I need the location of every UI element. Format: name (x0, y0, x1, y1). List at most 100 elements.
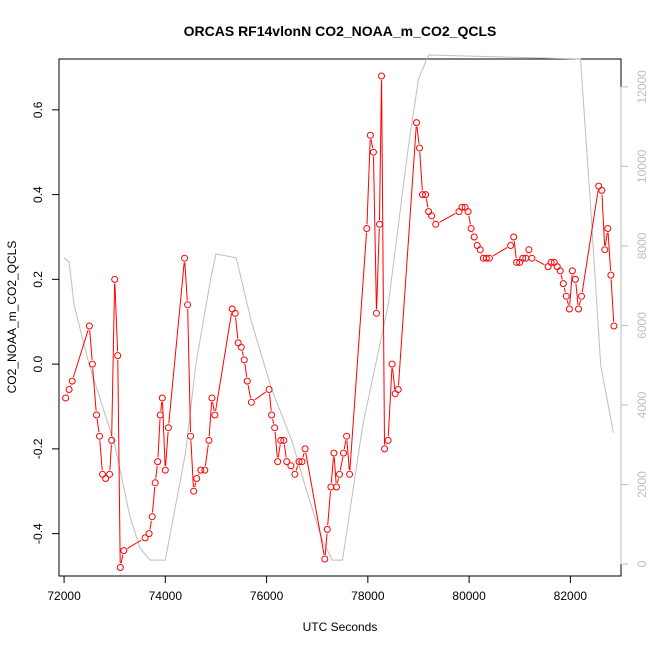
data-point (205, 436, 213, 444)
data-point (388, 360, 396, 368)
primary-series-segment (241, 351, 244, 356)
y2-tick-label: 6000 (635, 312, 649, 339)
data-point (458, 203, 466, 211)
primary-series-segment (198, 473, 200, 475)
data-point (464, 208, 472, 216)
x-tick-label: 76000 (250, 589, 284, 603)
primary-series-segment (127, 539, 142, 549)
primary-series-segment (333, 457, 337, 483)
primary-series-segment (72, 329, 89, 378)
primary-series-segment (366, 139, 371, 225)
data-point (161, 466, 169, 474)
data-point (231, 309, 239, 317)
data-point (145, 530, 153, 538)
data-point (575, 305, 582, 313)
primary-series-segment (535, 259, 545, 266)
data-point (425, 208, 433, 216)
primary-series-segment (370, 139, 374, 149)
data-point (510, 233, 518, 241)
data-point (553, 263, 561, 271)
data-point (93, 411, 100, 419)
primary-series-segment (120, 554, 124, 564)
data-point (422, 191, 430, 199)
data-point (116, 564, 124, 571)
data-point (544, 263, 552, 271)
data-point (65, 386, 73, 393)
y-tick-label: 0.4 (31, 186, 45, 203)
primary-series-segment (92, 368, 97, 411)
primary-series-segment (162, 402, 166, 466)
data-point (604, 225, 612, 232)
data-point (601, 246, 609, 254)
primary-series-segment (272, 418, 275, 424)
primary-series-segment (339, 457, 344, 471)
data-point (610, 322, 618, 330)
data-point (62, 394, 70, 402)
primary-series-segment (109, 444, 112, 471)
primary-series-segment (610, 279, 615, 322)
data-point (525, 246, 533, 254)
primary-series-segment (212, 402, 215, 411)
primary-series-segment (160, 402, 163, 411)
data-point (141, 534, 149, 542)
primary-series-segment (204, 444, 209, 466)
data-point (381, 445, 389, 453)
data-point (336, 470, 343, 478)
data-point (473, 242, 481, 249)
primary-series-segment (563, 287, 566, 293)
data-point (485, 254, 493, 262)
y-tick-label: 0.6 (31, 101, 45, 118)
data-point (193, 475, 201, 482)
data-point (416, 144, 423, 152)
data-point (568, 267, 576, 275)
primary-series-segment (114, 283, 119, 352)
data-point (271, 424, 279, 432)
primary-series-segment (283, 444, 287, 458)
y-tick-label: 0.0 (31, 355, 45, 372)
y-tick-label: -0.2 (31, 438, 45, 459)
data-point (280, 436, 288, 444)
primary-series-segment (235, 317, 239, 339)
data-point (151, 479, 159, 487)
primary-series-segment (398, 126, 417, 386)
data-point (211, 411, 219, 419)
data-point (455, 208, 463, 216)
data-point (208, 394, 216, 402)
data-point (197, 466, 205, 474)
data-point (513, 258, 521, 266)
x-axis: 72000 74000 76000 78000 80000 82000 (47, 575, 588, 603)
y2-tick-label: 10000 (635, 149, 649, 183)
primary-series-segment (187, 308, 191, 433)
data-point (413, 119, 420, 127)
primary-series-segment (215, 313, 232, 411)
data-point (243, 377, 251, 385)
data-point (277, 436, 285, 444)
primary-series-segment (439, 213, 456, 223)
primary-series-segment (419, 152, 423, 191)
primary-series-segment (346, 440, 350, 471)
data-point (467, 225, 475, 232)
primary-series-segment (416, 126, 420, 144)
primary-series-segment (194, 482, 197, 488)
primary-series-segment (244, 363, 248, 377)
data-point (363, 225, 371, 232)
primary-series-segment (569, 275, 573, 305)
x-tick-label: 82000 (554, 589, 588, 603)
y-tick-label: 0.2 (31, 271, 45, 288)
y-tick-label: -0.4 (31, 523, 45, 544)
data-point (369, 148, 377, 156)
primary-series-segment (604, 232, 608, 246)
data-point (419, 191, 426, 199)
data-point (343, 432, 351, 440)
primary-series-segment (168, 262, 185, 424)
primary-series-segment (607, 232, 612, 271)
data-point (547, 258, 555, 266)
data-point (247, 398, 255, 406)
data-point (340, 449, 347, 457)
data-point (111, 275, 119, 283)
data-point (598, 186, 606, 194)
y2-tick-label: 2000 (635, 471, 649, 498)
data-point (295, 458, 303, 466)
data-point (96, 432, 103, 440)
data-point (106, 470, 114, 478)
